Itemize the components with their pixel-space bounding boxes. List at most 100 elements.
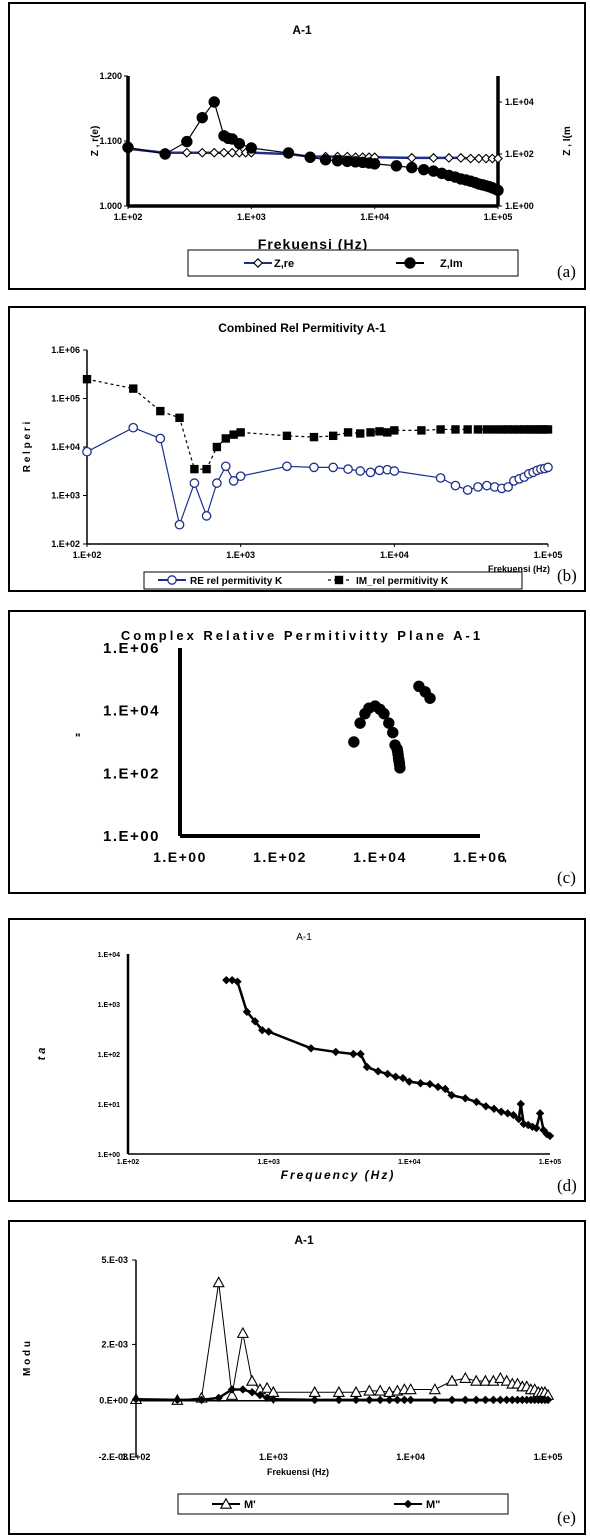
data-point: [373, 1067, 383, 1076]
data-point: [181, 135, 193, 148]
legend-symbol-marker: [219, 1497, 233, 1509]
data-point: [255, 1390, 265, 1400]
data-point: [221, 434, 230, 443]
y-tick-label: 1.E+01: [98, 1102, 120, 1109]
data-point: [493, 153, 503, 164]
data-point: [473, 153, 484, 164]
data-point: [492, 184, 504, 197]
x-tick-label: 1.E+03: [257, 1159, 279, 1166]
data-point: [202, 464, 211, 474]
legend-label: Z,Im: [440, 258, 463, 270]
x-tick-label: 1.E+02: [253, 849, 307, 865]
data-point: [156, 406, 165, 416]
data-point: [225, 1388, 239, 1400]
x-tick-label: 1.E+02: [114, 212, 143, 222]
data-point: [349, 1049, 358, 1059]
data-point: [489, 1104, 499, 1114]
x-tick-label: 1.E+05: [484, 212, 513, 222]
data-point: [461, 1094, 470, 1103]
data-point: [436, 425, 445, 434]
y-tick-label: 1.E+05: [51, 394, 80, 404]
data-point: [174, 519, 185, 530]
data-point: [238, 1385, 248, 1394]
data-point: [328, 462, 339, 473]
data-point: [247, 1388, 257, 1397]
data-point: [375, 427, 384, 436]
data-point: [220, 461, 231, 472]
chart-title: A-1: [292, 23, 312, 37]
data-point: [435, 473, 446, 483]
data-point: [508, 1395, 517, 1405]
data-point: [245, 142, 258, 154]
chart-title: Complex Relative Permitivitty Plane A-1: [121, 628, 483, 643]
data-point: [196, 111, 208, 124]
data-point: [175, 413, 184, 423]
data-point: [461, 1395, 470, 1405]
data-point: [319, 154, 332, 166]
data-point: [535, 1109, 545, 1118]
data-point: [378, 708, 390, 720]
legend-label: IM_rel permitivity K: [356, 576, 449, 587]
data-point: [441, 1084, 450, 1094]
x-tick-label: 1.E+05: [534, 550, 563, 560]
data-point: [465, 153, 476, 164]
data-point: [218, 147, 229, 158]
data-point: [406, 152, 417, 163]
data-point: [543, 425, 553, 434]
data-point: [383, 1069, 392, 1079]
data-point: [385, 1395, 394, 1405]
data-point: [214, 1393, 223, 1403]
y-tick-label-right: 1.E+00: [505, 201, 534, 211]
x-tick-label: 1.E+04: [360, 212, 389, 222]
data-point: [348, 736, 360, 748]
panel-label-d: (d): [557, 1176, 577, 1195]
y-axis-label: M o d u: [22, 1341, 33, 1376]
data-point: [356, 429, 365, 438]
x-tick-label: 1.E+05: [534, 1452, 563, 1462]
data-point: [212, 1276, 225, 1288]
data-point: [129, 384, 138, 393]
x-axis-label: Frekuensi (Hz): [267, 1467, 329, 1477]
data-point: [366, 428, 375, 437]
data-point: [351, 1395, 361, 1405]
y-tick-label-left: 1.100: [99, 136, 122, 146]
data-point: [447, 1090, 456, 1100]
data-point: [417, 426, 426, 435]
data-point: [82, 374, 92, 384]
legend-label: M": [426, 1499, 440, 1511]
data-point: [229, 430, 238, 439]
legend-symbol-marker: [253, 258, 263, 268]
x-tick-label: 1.E+02: [122, 1452, 151, 1462]
data-point: [428, 152, 439, 163]
data-point: [418, 163, 430, 176]
data-point: [479, 1374, 492, 1386]
chart-b: Combined Rel Permitivity A-1 1.E+02 1.E+03…: [22, 321, 563, 590]
chart-e: A-1 -2.E-03 0.E+00 2.E-03 5.E-03 1.E+02 1.E+03…: [22, 1233, 563, 1515]
y-tick-label-left: 1.200: [99, 71, 122, 81]
y-tick-label: 1.E+04: [51, 442, 80, 452]
panel-label-b: (b): [557, 566, 577, 585]
x-tick-label: 1.E+05: [539, 1159, 561, 1166]
data-point: [445, 1374, 459, 1386]
y-tick-label: 1.E+06: [51, 345, 80, 355]
data-point: [197, 147, 208, 158]
data-point: [236, 428, 245, 437]
data-point: [455, 152, 466, 163]
x-axis-label: Frequency (Hz): [281, 1168, 396, 1182]
data-point: [227, 1385, 237, 1394]
data-point: [208, 96, 220, 108]
data-point: [310, 1395, 319, 1405]
data-point: [462, 485, 473, 495]
data-point: [159, 148, 171, 160]
data-point: [212, 442, 222, 452]
data-point: [519, 425, 529, 434]
data-point: [262, 1393, 272, 1403]
data-point: [428, 1383, 441, 1395]
x-tick-label: 1.E+03: [259, 1452, 288, 1462]
data-point: [197, 1395, 206, 1405]
data-point: [463, 425, 472, 434]
data-point: [473, 482, 483, 492]
legend-label: Z,re: [274, 258, 294, 270]
legend-label: M': [244, 1499, 256, 1511]
data-point: [471, 1395, 481, 1405]
